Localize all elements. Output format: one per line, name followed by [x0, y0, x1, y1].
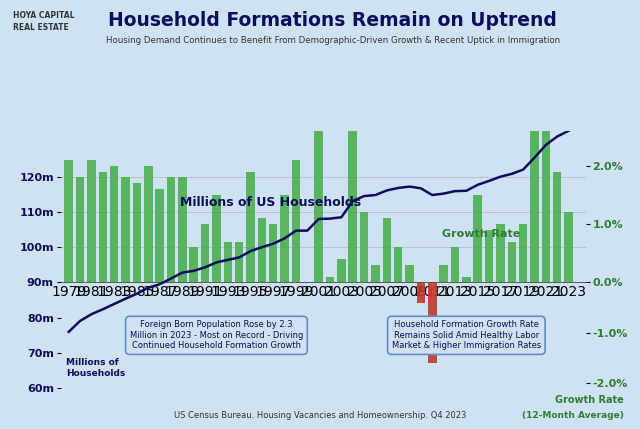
Text: HOYA CAPITAL
REAL ESTATE: HOYA CAPITAL REAL ESTATE [13, 11, 74, 31]
Bar [258, 218, 266, 282]
Bar [269, 224, 278, 282]
Bar [76, 178, 84, 282]
Text: Household Formations Remain on Uptrend: Household Formations Remain on Uptrend [108, 11, 557, 30]
Bar [65, 160, 73, 282]
Bar [99, 172, 107, 282]
Bar [519, 224, 527, 282]
Bar [189, 248, 198, 282]
Bar [87, 160, 96, 282]
Bar [132, 183, 141, 282]
Text: US Census Bureau. Housing Vacancies and Homeownership. Q4 2023: US Census Bureau. Housing Vacancies and … [174, 411, 466, 420]
Bar [337, 259, 346, 282]
Text: Housing Demand Continues to Benefit From Demographic-Driven Growth & Recent Upti: Housing Demand Continues to Benefit From… [106, 36, 560, 45]
Bar [383, 218, 391, 282]
Bar [405, 265, 414, 282]
Bar [530, 119, 539, 282]
Text: Household Formation Growth Rate
Remains Solid Amid Healthy Labor
Market & Higher: Household Formation Growth Rate Remains … [392, 320, 541, 350]
Bar [428, 282, 436, 363]
Bar [223, 242, 232, 282]
Text: Growth Rate: Growth Rate [442, 229, 520, 239]
Bar [144, 166, 152, 282]
Bar [394, 248, 403, 282]
Bar [474, 195, 482, 282]
Bar [484, 230, 493, 282]
Text: Foreign Born Population Rose by 2.3
Million in 2023 - Most on Record - Driving
C: Foreign Born Population Rose by 2.3 Mill… [130, 320, 303, 350]
Bar [541, 113, 550, 282]
Bar [178, 178, 187, 282]
Bar [280, 195, 289, 282]
Bar [212, 195, 221, 282]
Bar [496, 224, 505, 282]
Bar [439, 265, 448, 282]
Bar [553, 172, 561, 282]
Bar [360, 212, 369, 282]
Bar [246, 172, 255, 282]
Bar [156, 189, 164, 282]
Bar [417, 282, 425, 302]
Bar [371, 265, 380, 282]
Text: (12-Month Average): (12-Month Average) [522, 411, 624, 420]
Bar [110, 166, 118, 282]
Bar [462, 277, 470, 282]
Bar [564, 212, 573, 282]
Text: Millions of
Households: Millions of Households [67, 358, 125, 378]
Bar [201, 224, 209, 282]
Text: Millions of US Households: Millions of US Households [180, 196, 362, 209]
Bar [326, 277, 334, 282]
Text: Growth Rate: Growth Rate [556, 396, 624, 405]
Bar [314, 96, 323, 282]
Bar [292, 160, 300, 282]
Bar [451, 248, 460, 282]
Bar [508, 242, 516, 282]
Bar [235, 242, 243, 282]
Bar [122, 178, 130, 282]
Bar [348, 38, 357, 282]
Bar [167, 178, 175, 282]
